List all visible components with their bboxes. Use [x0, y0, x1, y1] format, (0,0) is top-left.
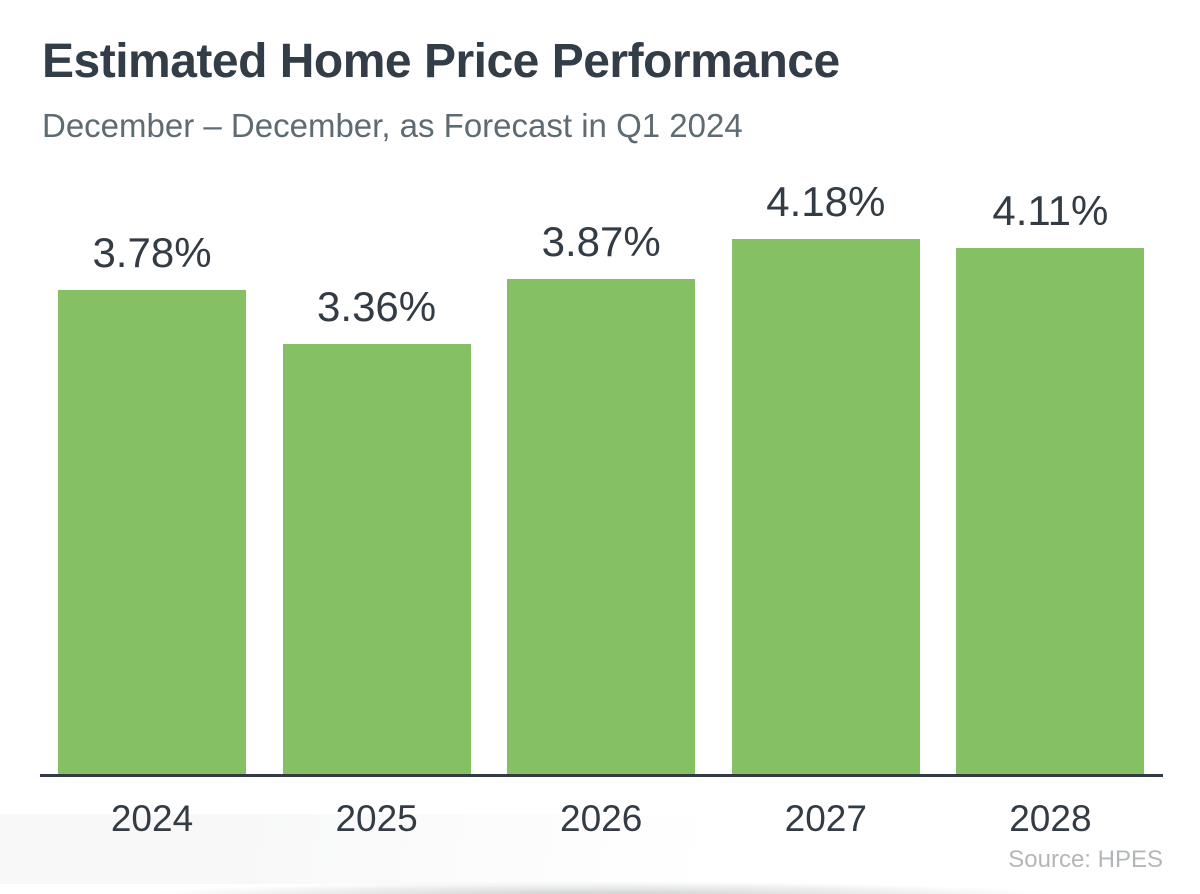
bar-group-2026: 3.87% [507, 217, 696, 774]
x-axis-label: 2025 [335, 798, 418, 839]
bar [58, 290, 246, 774]
bar-group-2025: 3.36% [282, 282, 471, 774]
bar [507, 278, 696, 774]
x-axis-label: 2028 [1009, 798, 1092, 839]
chart-title: Estimated Home Price Performance [42, 35, 840, 88]
source-note: Source: HPES [1008, 846, 1163, 873]
bar-group-2027: 4.18% [731, 177, 920, 774]
bar [282, 343, 471, 774]
x-axis-label: 2024 [110, 798, 194, 839]
bar-value-label: 3.87% [541, 217, 661, 265]
chart-subtitle: December – December, as Forecast in Q1 2… [42, 107, 743, 144]
x-axis-label: 2026 [560, 798, 643, 839]
x-axis-labels: 2024 2025 2026 2027 2028 [40, 797, 1163, 841]
bar [731, 238, 920, 774]
bar [956, 247, 1145, 774]
bar-group-2028: 4.11% [956, 186, 1145, 774]
x-axis-label: 2027 [784, 798, 867, 839]
bar-group-2024: 3.78% [58, 232, 246, 774]
bar-value-label: 3.36% [317, 282, 437, 330]
bar-chart-plot-area: 3.78% 3.36% 3.87% 4.18% 4.11% [40, 0, 1163, 777]
bottom-edge-shadow [0, 881, 1200, 894]
bar-value-label: 4.18% [766, 177, 886, 225]
bar-value-label: 3.78% [92, 229, 212, 277]
bar-value-label: 4.11% [992, 186, 1109, 234]
